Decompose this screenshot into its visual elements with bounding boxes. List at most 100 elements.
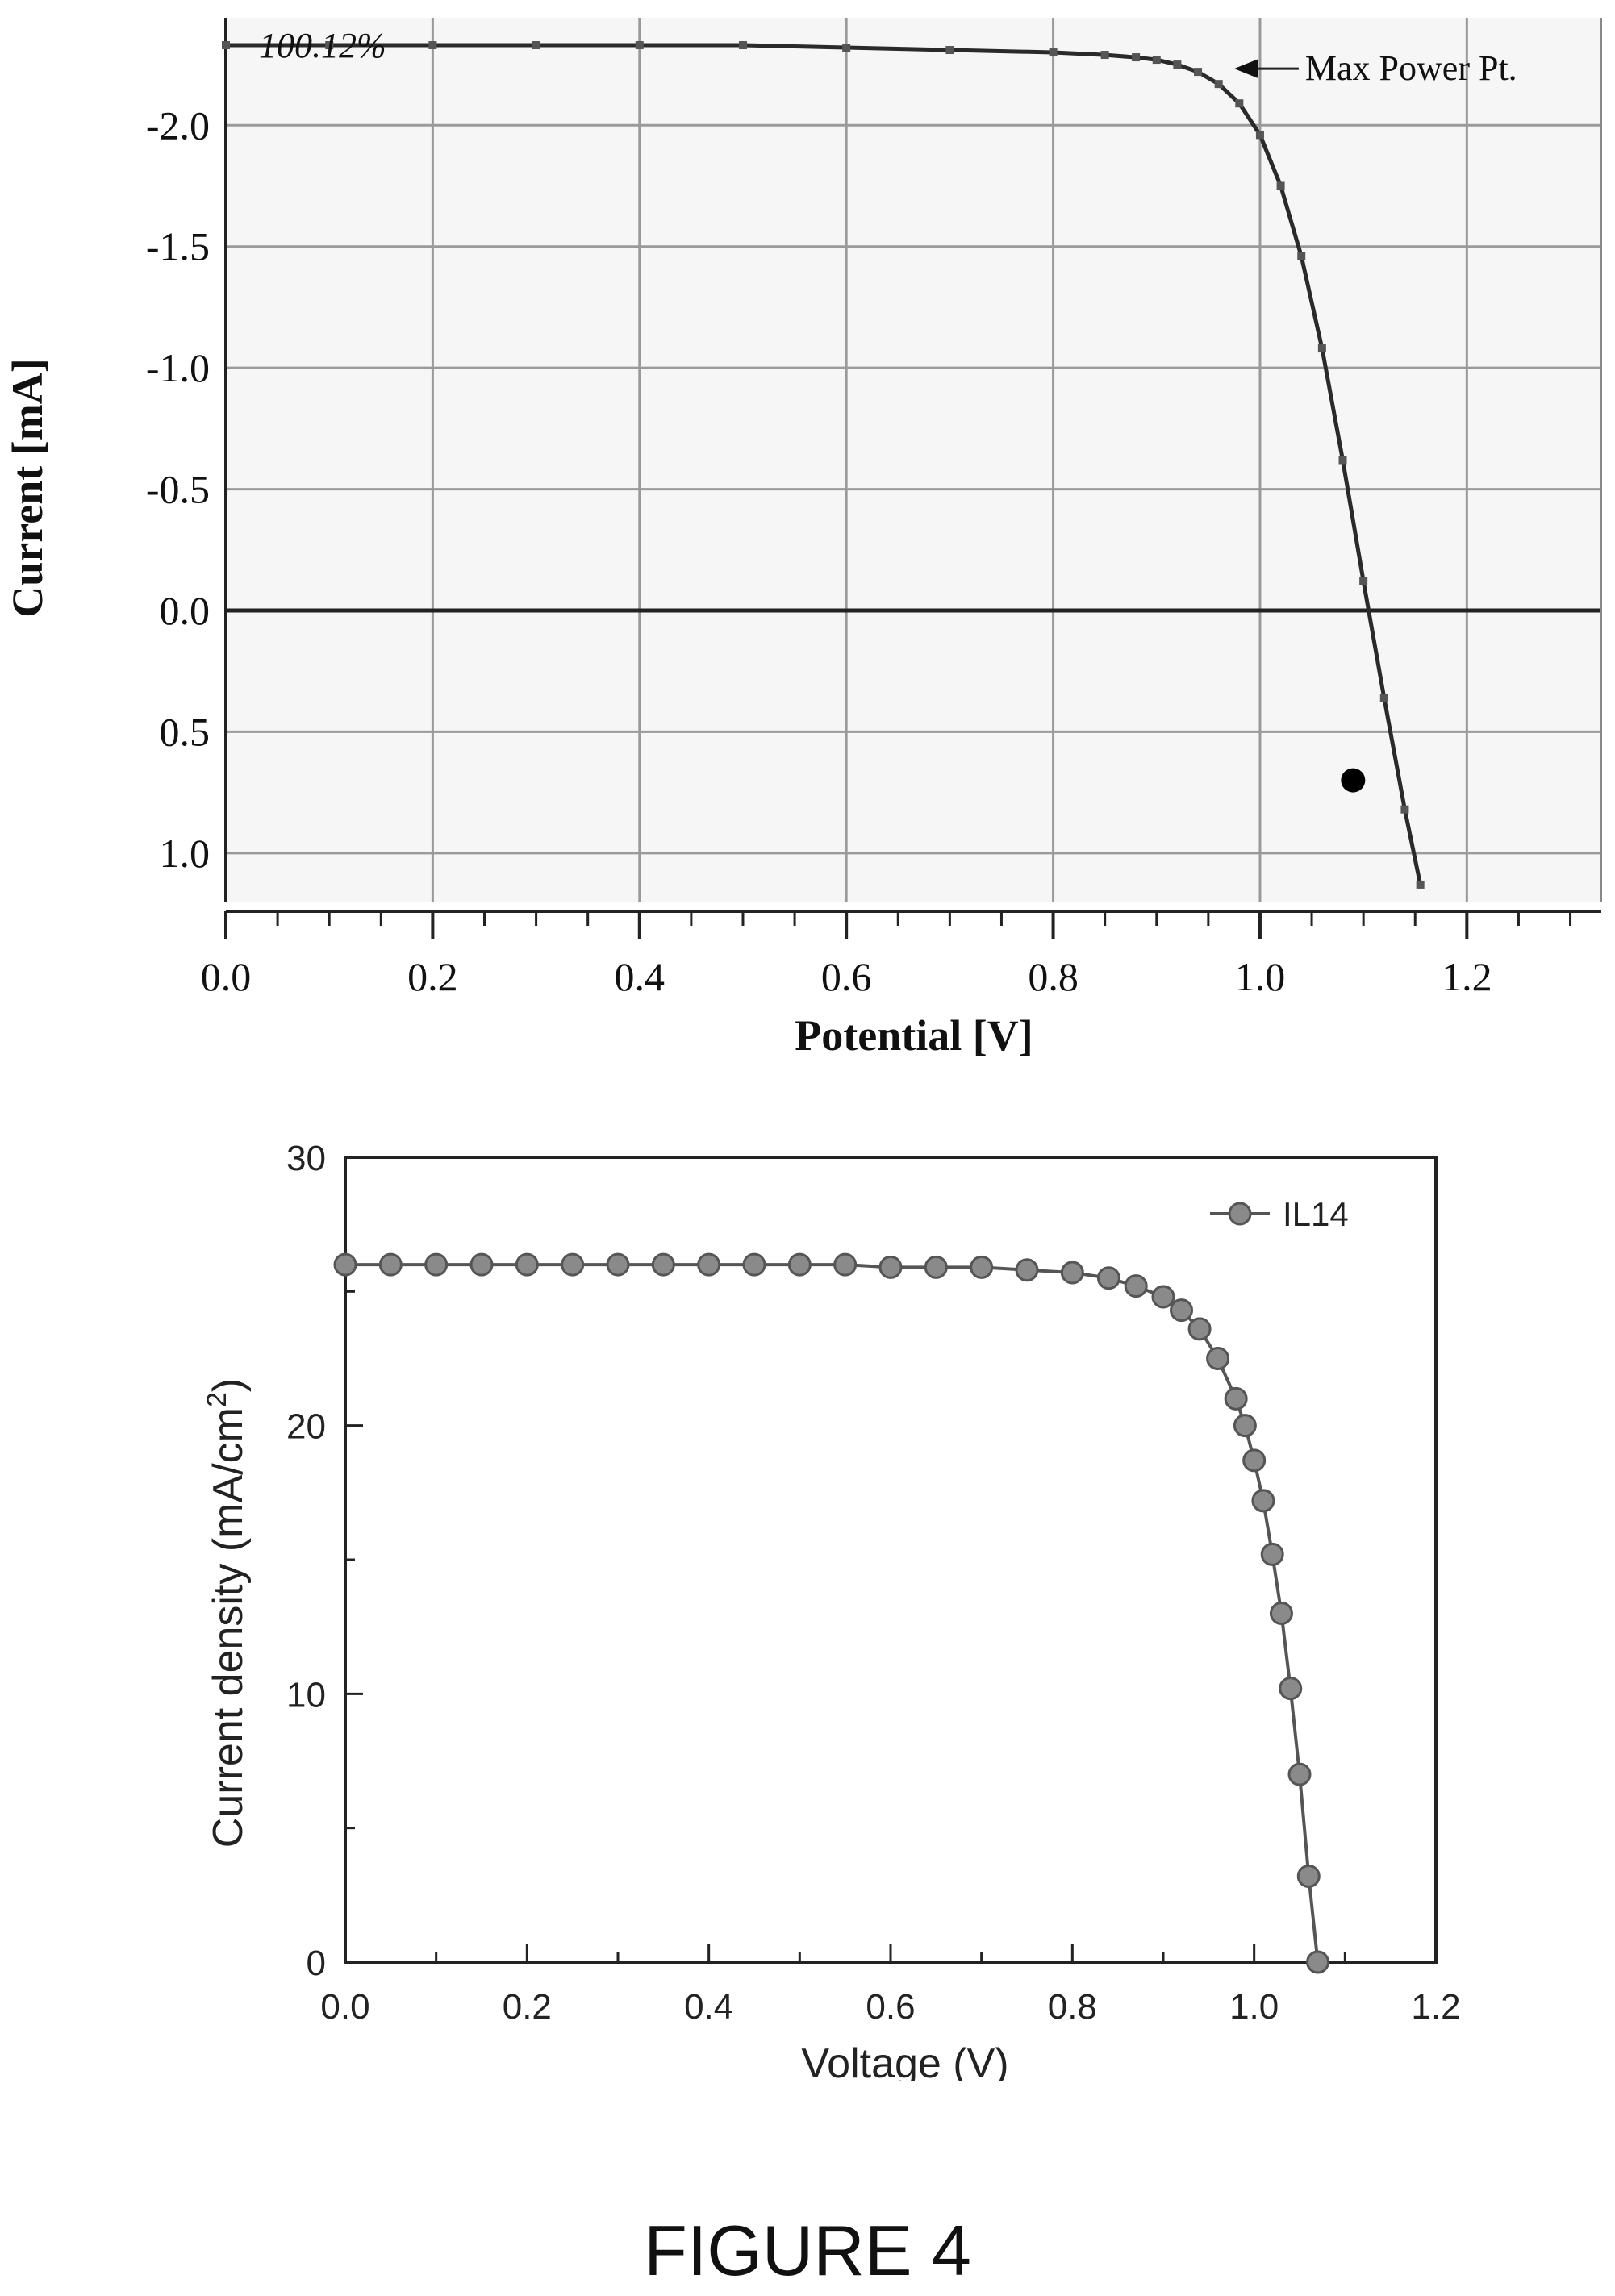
chart1-data-point: [532, 41, 540, 50]
chart1-y-tick-label: 0.0: [160, 588, 211, 633]
chart1-annotation-efficiency: 100.12%: [259, 26, 386, 65]
figure-caption: FIGURE 4: [644, 2211, 971, 2290]
chart2-data-point: [697, 1252, 721, 1277]
chart1-y-tick-label: 0.5: [160, 709, 211, 754]
chart2-legend-marker: [1228, 1202, 1252, 1226]
chart1-x-tick-label: 0.4: [615, 954, 666, 999]
chart1-data-point: [1049, 48, 1058, 57]
chart1-y-tick-labels: -2.0 -1.5 -1.0 -0.5 0.0 0.5 1.0: [146, 102, 210, 876]
chart2-data-point: [1015, 1258, 1039, 1282]
chart2-data-point: [1242, 1448, 1267, 1473]
chart1-data-point: [1173, 60, 1182, 69]
chart2-x-tick-label: 0.6: [866, 1987, 915, 2027]
chart2-series: [333, 1252, 1330, 1974]
chart1-x-tick-labels: 0.0 0.2 0.4 0.6 0.8 1.0 1.2: [201, 954, 1492, 999]
chart2-data-point: [1260, 1542, 1284, 1566]
chart2-y-axis-label-suffix: ): [205, 1378, 252, 1392]
chart1-data-point: [1235, 99, 1244, 108]
chart2-data-point: [651, 1252, 675, 1277]
chart2-x-tick-label: 0.0: [320, 1987, 369, 2027]
chart2-x-tick-label: 1.0: [1229, 1987, 1279, 2027]
chart1-data-point: [1255, 131, 1264, 140]
chart2-data-point: [1096, 1266, 1120, 1290]
chart1-data-point: [428, 41, 437, 50]
chart1-data-point: [1297, 252, 1306, 260]
chart2-data-point: [878, 1255, 903, 1279]
chart2-data-point: [561, 1252, 585, 1277]
chart2-data-point: [469, 1252, 494, 1277]
chart2-data-point: [606, 1252, 630, 1277]
chart-iv-curve-potential: 0.0 0.2 0.4 0.6 0.8 1.0 1.2 -2.0 -1.5 -1.0 -0.5 0.…: [3, 18, 1602, 1060]
chart1-y-axis-label: Current [mA]: [3, 358, 52, 617]
chart1-grid: [226, 18, 1601, 902]
chart2-data-point: [333, 1252, 357, 1277]
chart1-data-point: [325, 41, 334, 50]
chart1-y-tick-label: 1.0: [160, 831, 211, 876]
chart2-data-point: [1233, 1414, 1257, 1438]
chart2-data-point: [515, 1252, 539, 1277]
chart1-data-point: [1100, 51, 1109, 60]
chart1-data-point: [842, 44, 851, 52]
chart2-data-point: [1170, 1298, 1194, 1323]
chart1-data-point: [738, 41, 747, 50]
chart1-data-point: [1132, 53, 1141, 62]
chart2-data-point: [924, 1255, 948, 1279]
chart2-data-point: [1187, 1317, 1212, 1341]
chart2-data-point: [378, 1252, 403, 1277]
chart2-y-tick-label: 20: [286, 1407, 326, 1447]
chart2-data-point: [1251, 1489, 1275, 1513]
chart1-data-point: [1338, 456, 1347, 465]
chart1-data-point: [1359, 577, 1368, 585]
chart1-series: [222, 41, 1425, 889]
chart1-data-point: [1379, 694, 1388, 702]
chart1-x-tick-label: 1.0: [1235, 954, 1286, 999]
chart2-data-point: [424, 1252, 449, 1277]
chart1-data-point: [635, 41, 644, 50]
chart2-data-point: [787, 1252, 812, 1277]
chart1-annotation-arrow-head: [1233, 59, 1258, 79]
chart1-data-point: [222, 41, 230, 50]
chart1-y-tick-label: -1.0: [146, 345, 210, 390]
chart2-data-point: [1306, 1950, 1330, 1974]
chart2-legend-label: IL14: [1283, 1195, 1349, 1233]
chart1-x-tick-label: 0.6: [821, 954, 872, 999]
chart1-annotations: 100.12% Max Power Pt.: [259, 26, 1517, 793]
chart2-x-tick-labels: 0.0 0.2 0.4 0.6 0.8 1.0 1.2: [320, 1987, 1460, 2027]
chart2-y-tick-label: 10: [286, 1675, 326, 1715]
chart2-y-axis-label-main: Current density (mA/cm: [205, 1407, 252, 1848]
chart2-x-tick-label: 0.8: [1048, 1987, 1097, 2027]
chart1-data-point: [945, 46, 954, 55]
chart2-x-tick-label: 0.2: [503, 1987, 552, 2027]
chart2-y-axis-label-sup: 2: [202, 1392, 232, 1407]
chart2-data-point: [1224, 1386, 1248, 1411]
chart2-data-point: [1296, 1865, 1321, 1889]
chart2-x-tick-label: 1.2: [1411, 1987, 1460, 2027]
chart2-axes: [344, 1156, 1438, 1964]
chart2-y-tick-labels: 0 10 20 30: [286, 1139, 326, 1983]
chart1-y-tick-label: -0.5: [146, 467, 210, 512]
chart1-data-point: [1276, 181, 1285, 190]
chart2-data-point: [1060, 1261, 1084, 1285]
chart2-data-point: [970, 1255, 994, 1279]
chart2-data-point: [1206, 1347, 1230, 1370]
chart2-y-tick-label: 0: [307, 1944, 326, 1983]
chart1-y-tick-label: -2.0: [146, 102, 210, 148]
chart2-data-point: [1279, 1677, 1303, 1701]
chart1-data-point: [1152, 56, 1161, 65]
chart1-data-point: [1194, 68, 1203, 77]
chart2-legend: IL14: [1210, 1195, 1349, 1233]
chart1-data-point: [1214, 80, 1223, 89]
chart-jv-curve-il14: 0.0 0.2 0.4 0.6 0.8 1.0 1.2 0 10 20 30 IL14 Volta…: [202, 1139, 1461, 2081]
chart1-x-tick-label: 0.2: [407, 954, 458, 999]
chart1-data-point: [1400, 805, 1409, 814]
chart2-iv-line: [345, 1263, 1320, 1963]
chart2-x-axis-label: Voltage (V): [801, 2040, 1008, 2081]
chart1-x-tick-label: 1.2: [1442, 954, 1492, 999]
chart2-y-axis-label: Current density (mA/cm2): [202, 1378, 252, 1848]
chart1-plot-background: [226, 18, 1601, 902]
chart1-axes: [224, 18, 1602, 939]
chart1-marker-dot: [1341, 768, 1366, 793]
chart2-data-point: [1151, 1285, 1175, 1309]
chart2-data-point: [1124, 1274, 1148, 1298]
chart1-data-point: [1317, 344, 1326, 353]
